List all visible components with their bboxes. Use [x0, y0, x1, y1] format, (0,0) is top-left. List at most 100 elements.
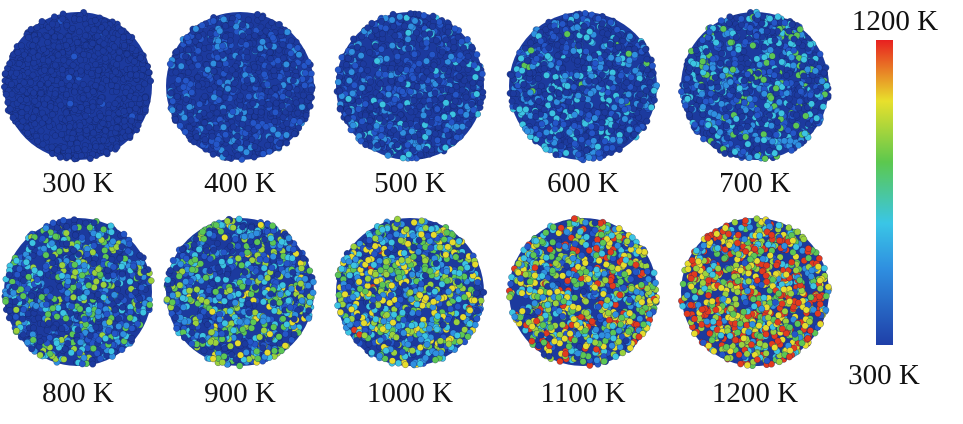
particle	[604, 30, 612, 38]
particle	[468, 101, 476, 108]
particle	[715, 119, 723, 126]
particle	[772, 131, 780, 139]
particle	[351, 62, 359, 69]
particle	[216, 89, 223, 97]
particle	[213, 109, 221, 117]
particle	[808, 58, 815, 66]
particle	[49, 20, 56, 28]
particle	[367, 104, 375, 112]
particle	[603, 144, 610, 152]
particle	[442, 36, 450, 44]
particle	[343, 61, 350, 69]
particle	[263, 80, 271, 88]
particle	[77, 56, 84, 64]
particle	[83, 127, 90, 134]
particle	[166, 60, 174, 68]
particle	[259, 38, 266, 46]
particle	[450, 44, 458, 52]
particle	[334, 78, 342, 86]
particle	[122, 88, 130, 96]
particle	[795, 104, 802, 112]
particle	[601, 36, 609, 44]
particle	[788, 146, 795, 154]
particle	[564, 82, 571, 90]
particle	[615, 43, 622, 51]
particle	[548, 85, 556, 93]
particle	[682, 81, 690, 89]
particle	[617, 72, 625, 79]
particle	[626, 57, 633, 64]
particle	[568, 104, 575, 112]
particle	[574, 57, 581, 65]
particle	[220, 123, 227, 131]
particle	[462, 111, 470, 119]
particle	[276, 140, 283, 147]
particle	[464, 36, 471, 43]
particle	[422, 145, 430, 153]
particle	[774, 118, 781, 126]
particle	[362, 111, 369, 119]
particle	[181, 114, 188, 121]
particle	[43, 327, 51, 334]
particle	[607, 18, 615, 26]
particle	[97, 112, 104, 120]
particle	[147, 77, 154, 85]
particle	[631, 45, 639, 53]
particle	[242, 41, 250, 49]
particle	[444, 131, 452, 139]
particle	[336, 105, 344, 113]
particle	[819, 103, 827, 111]
particle	[740, 77, 748, 85]
particle	[775, 144, 783, 151]
particle	[306, 102, 314, 110]
particle	[698, 90, 706, 98]
particle	[625, 91, 632, 98]
particle	[283, 119, 291, 127]
particle	[388, 77, 395, 85]
particle	[357, 52, 365, 59]
particle	[124, 127, 132, 135]
particle	[243, 76, 251, 84]
particle	[768, 122, 775, 130]
particle	[804, 65, 812, 73]
particle	[274, 131, 282, 138]
particle	[543, 129, 550, 136]
particle	[81, 146, 89, 154]
particle	[76, 122, 84, 130]
particle	[763, 27, 771, 35]
particle	[760, 43, 768, 51]
particle	[397, 75, 405, 83]
particle	[729, 87, 736, 95]
particle	[621, 115, 629, 123]
particle	[41, 66, 48, 74]
particle	[746, 154, 753, 161]
particle	[301, 82, 309, 89]
particle	[221, 93, 229, 101]
particle	[269, 126, 277, 133]
colorbar-min-label: 300 K	[848, 359, 920, 391]
particle	[71, 106, 79, 113]
particle	[266, 148, 273, 155]
particle	[411, 50, 418, 58]
particle	[169, 106, 176, 114]
particle	[77, 134, 85, 142]
particle	[114, 116, 122, 124]
particle	[8, 90, 16, 98]
particle	[429, 23, 437, 30]
particle	[228, 66, 236, 74]
particle	[573, 129, 581, 137]
particle	[131, 95, 139, 102]
particle	[508, 71, 515, 79]
particle	[726, 13, 734, 21]
particle	[204, 66, 212, 73]
particle	[133, 71, 140, 79]
particle	[233, 132, 241, 140]
particle	[111, 100, 119, 107]
particle	[472, 73, 479, 81]
particle	[808, 100, 815, 108]
particle	[368, 33, 375, 41]
colorbar-max-label: 1200 K	[852, 5, 938, 37]
particle	[749, 42, 757, 49]
particle	[642, 87, 650, 94]
particle	[109, 35, 117, 42]
